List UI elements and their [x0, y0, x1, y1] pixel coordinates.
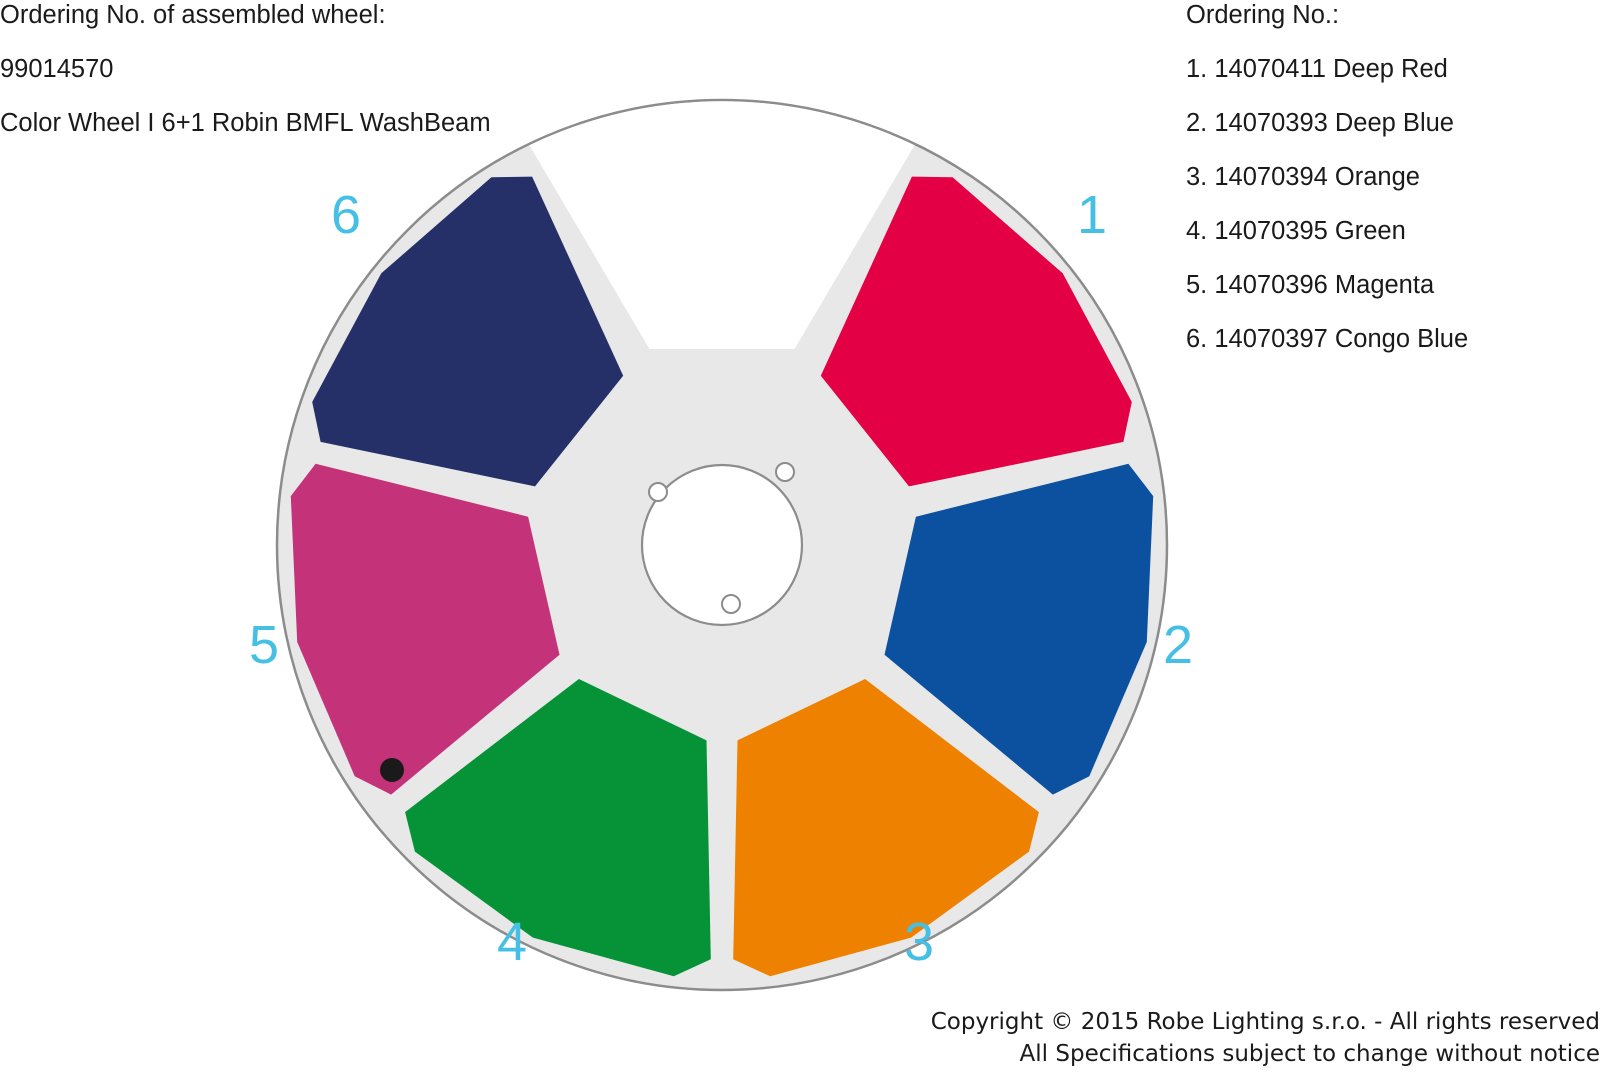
ordering-item-4: 4. 14070395 Green — [1186, 217, 1406, 246]
ordering-list-title: Ordering No.: — [1186, 1, 1340, 29]
mounting-hole-layer — [648, 462, 795, 614]
ordering-number-list: Ordering No.: 1. 14070411 Deep Red 2. 14… — [1186, 0, 1604, 353]
specifications-disclaimer-line: All Specifications subject to change wit… — [1019, 1040, 1600, 1067]
segment-number-label-2: 2 — [1163, 615, 1193, 675]
segment-number-label-3: 3 — [904, 912, 934, 972]
mounting-hole-1 — [775, 462, 795, 482]
segment-label-layer: 1 2 3 4 5 6 — [249, 185, 1193, 972]
filter-wedge-3 — [733, 679, 1039, 977]
copyright-footer: Copyright © 2015 Robe Lighting s.r.o. - … — [931, 1007, 1600, 1070]
filter-wedge-1 — [820, 176, 1132, 487]
mounting-hole-3 — [721, 594, 741, 614]
filter-wedge-2 — [884, 463, 1154, 795]
segment-number-label-5: 5 — [249, 615, 279, 675]
ordering-item-5: 5. 14070396 Magenta — [1186, 271, 1435, 300]
filter-wedge-6 — [312, 176, 624, 487]
product-title: Color Wheel I 6+1 Robin BMFL WashBeam — [0, 109, 491, 138]
filter-wedge-layer — [290, 101, 1154, 977]
segment-number-label-1: 1 — [1077, 185, 1107, 245]
ordering-item-1: 1. 14070411 Deep Red — [1186, 55, 1448, 84]
copyright-line: Copyright © 2015 Robe Lighting s.r.o. - … — [930, 1009, 1600, 1036]
index-marker-dot — [380, 758, 404, 782]
mounting-hole-2 — [648, 482, 668, 502]
carrier-disc — [275, 98, 1169, 992]
assembled-wheel-order-number: 99014570 — [0, 55, 114, 84]
ordering-item-2: 2. 14070393 Deep Blue — [1186, 109, 1454, 138]
ordering-item-6: 6. 14070397 Congo Blue — [1186, 325, 1469, 354]
header-block: Ordering No. of assembled wheel: 9901457… — [0, 0, 640, 137]
filter-wedge-4 — [405, 679, 711, 977]
center-bore — [640, 463, 804, 627]
filter-wedge-5 — [290, 463, 560, 795]
segment-number-label-4: 4 — [497, 912, 527, 972]
ordering-item-3: 3. 14070394 Orange — [1186, 163, 1420, 192]
assembled-wheel-caption: Ordering No. of assembled wheel: — [0, 1, 386, 29]
open-slot-no-filter — [529, 101, 915, 349]
segment-number-label-6: 6 — [331, 185, 361, 245]
